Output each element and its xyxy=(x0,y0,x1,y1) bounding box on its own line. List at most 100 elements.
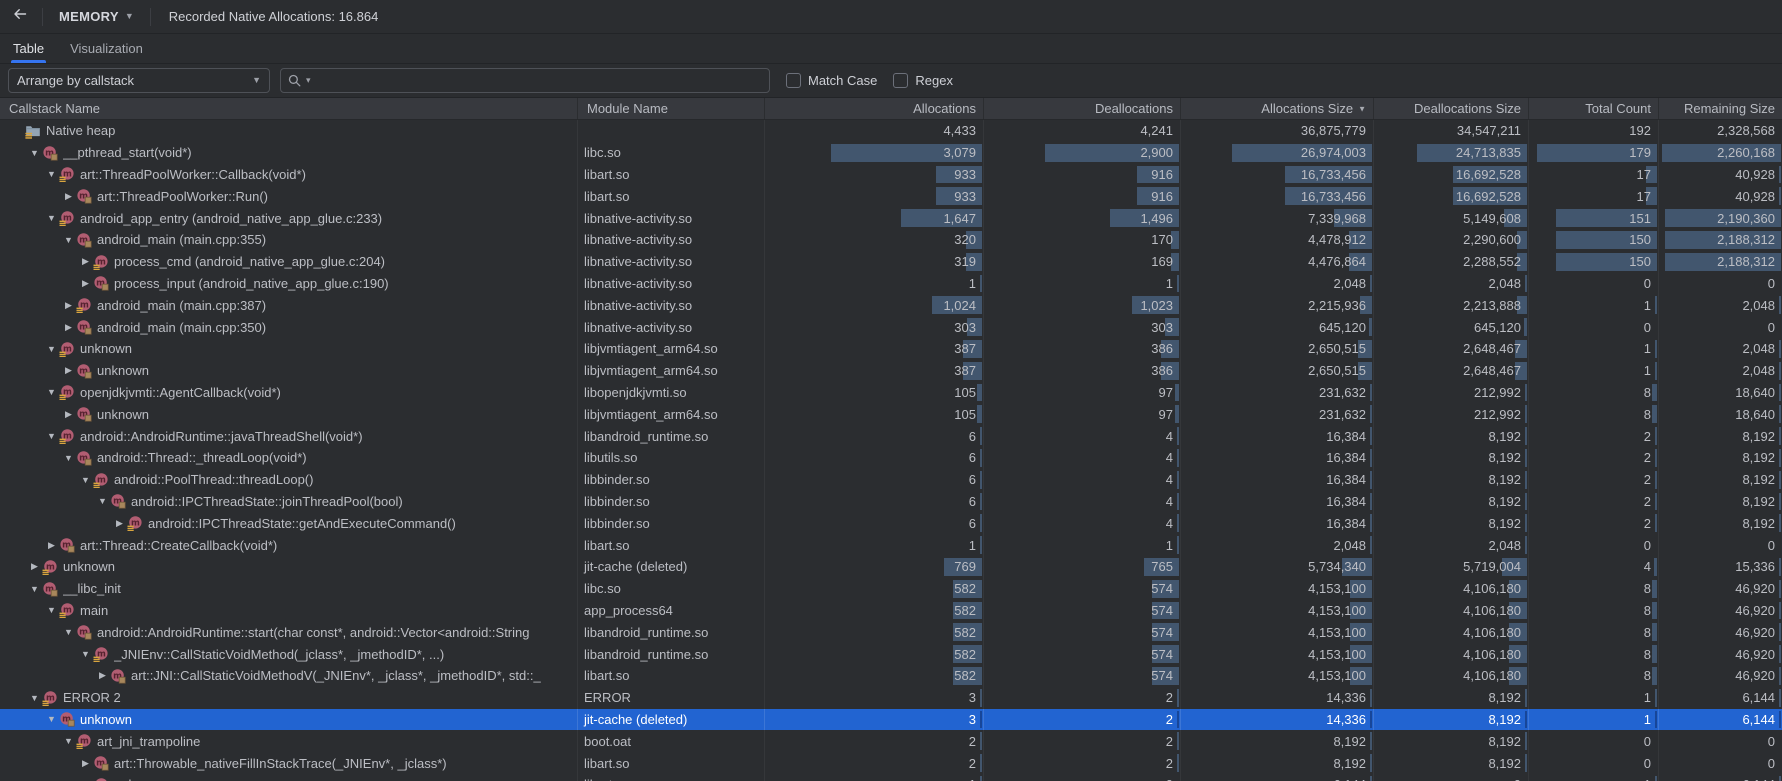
table-row[interactable]: ▶ m art::Throwable_nativeFillInStackTrace(… xyxy=(0,752,1782,774)
value-cell: 320 xyxy=(765,228,984,251)
collapse-arrow-icon[interactable]: ▼ xyxy=(81,649,90,660)
value-bar xyxy=(936,187,982,206)
module-name-cell: libjvmtiagent_arm64.so xyxy=(578,403,765,426)
expand-arrow-icon[interactable]: ▶ xyxy=(31,561,38,572)
column-header-deallocations[interactable]: Deallocations xyxy=(984,98,1181,119)
table-row[interactable]: ▼ m __libc_init libc.so 582 574 4,153,100 4,106… xyxy=(0,577,1782,600)
expand-arrow-icon[interactable]: ▶ xyxy=(116,517,123,528)
expand-arrow-icon[interactable]: ▶ xyxy=(82,277,89,288)
collapse-arrow-icon[interactable]: ▼ xyxy=(30,692,39,703)
expand-arrow-icon[interactable]: ▶ xyxy=(65,190,72,201)
table-row[interactable]: ▼ m _JNIEnv::CallStaticVoidMethod(_jclass*… xyxy=(0,643,1782,665)
collapse-arrow-icon[interactable]: ▼ xyxy=(78,780,93,781)
collapse-arrow-icon[interactable]: ▼ xyxy=(64,627,73,638)
back-button[interactable] xyxy=(6,4,34,30)
expand-arrow-icon[interactable]: ▶ xyxy=(82,256,89,267)
expand-arrow-icon[interactable]: ▶ xyxy=(48,539,55,550)
expand-arrow-icon[interactable]: ▶ xyxy=(82,757,89,768)
session-selector-dropdown[interactable]: MEMORY ▼ xyxy=(51,4,142,30)
table-row[interactable]: ▶ m android_main (main.cpp:350) libnative-a… xyxy=(0,316,1782,338)
table-row[interactable]: ▶ m art::Thread::CreateCallback(void*) liba… xyxy=(0,534,1782,556)
table-row[interactable]: ▼ m main app_process64 582 574 4,153,100 4,106,… xyxy=(0,599,1782,622)
collapse-arrow-icon[interactable]: ▼ xyxy=(64,736,73,747)
collapse-arrow-icon[interactable]: ▼ xyxy=(64,234,73,245)
table-row[interactable]: ▼ m art_jni_trampoline boot.oat 2 2 8,192 8,192… xyxy=(0,730,1782,753)
expand-arrow-icon[interactable]: ▶ xyxy=(65,408,72,419)
table-row[interactable]: ▼ m android_app_entry (android_native_app_… xyxy=(0,207,1782,229)
table-row[interactable]: ▼ m art::ThreadPoolWorker::Callback(void*)… xyxy=(0,163,1782,186)
collapse-arrow-icon[interactable]: ▼ xyxy=(47,605,56,616)
table-row[interactable]: ▼ m __pthread_start(void*) libc.so 3,079 2,90… xyxy=(0,141,1782,164)
expand-arrow-icon[interactable]: ▶ xyxy=(99,670,106,681)
column-header-total-count[interactable]: Total Count xyxy=(1529,98,1659,119)
expand-arrow-icon[interactable]: ▶ xyxy=(65,365,72,376)
collapse-arrow-icon[interactable]: ▼ xyxy=(47,387,56,398)
module-name-cell: jit-cache (deleted) xyxy=(578,708,765,731)
table-row[interactable]: ▼munknownlibart.so106,144016,144 xyxy=(0,773,1782,781)
collapse-arrow-icon[interactable]: ▼ xyxy=(47,213,56,224)
table-row[interactable]: ▶ m process_input (android_native_app_glue… xyxy=(0,272,1782,295)
collapse-arrow-icon[interactable]: ▼ xyxy=(64,452,73,463)
table-row[interactable]: ▼ m android::PoolThread::threadLoop() libbi… xyxy=(0,468,1782,491)
arrange-by-dropdown[interactable]: Arrange by callstack ▼ xyxy=(8,68,270,93)
table-row[interactable]: ▼ m android::IPCThreadState::joinThreadPoo… xyxy=(0,490,1782,513)
expand-arrow-icon[interactable]: ▶ xyxy=(65,299,72,310)
value-bar xyxy=(1651,666,1657,685)
value-cell: 8,192 xyxy=(1374,752,1529,774)
value-bar xyxy=(1778,579,1781,598)
value-cell: 2,290,600 xyxy=(1374,228,1529,251)
match-case-checkbox[interactable]: Match Case xyxy=(786,73,877,88)
table-row[interactable]: Native heap 4,433 4,241 36,875,779 34,547,21… xyxy=(0,120,1782,142)
table-row[interactable]: ▼ m ERROR 2 ERROR 3 2 14,336 8,192 1 6,144 xyxy=(0,686,1782,709)
table-row[interactable]: ▶ m unknown libjvmtiagent_arm64.so 387 386 2,6… xyxy=(0,359,1782,382)
table-row[interactable]: ▼ m android_main (main.cpp:355) libnative-a… xyxy=(0,228,1782,251)
search-input[interactable] xyxy=(316,72,763,89)
value-cell: 582 xyxy=(765,664,984,687)
column-header-allocations-size[interactable]: Allocations Size ▼ xyxy=(1181,98,1374,119)
value-bar xyxy=(1370,732,1372,751)
collapse-arrow-icon[interactable]: ▼ xyxy=(30,147,39,158)
table-row[interactable]: ▶ m process_cmd (android_native_app_glue.c… xyxy=(0,250,1782,273)
value-bar xyxy=(1655,775,1657,781)
table-row[interactable]: ▶ m android_main (main.cpp:387) libnative-a… xyxy=(0,294,1782,317)
table-row[interactable]: ▶ m unknown jit-cache (deleted) 769 765 5,734,… xyxy=(0,555,1782,578)
table-row[interactable]: ▼ m openjdkjvmti::AgentCallback(void*) libo… xyxy=(0,381,1782,404)
value-cell: 0 xyxy=(1529,752,1659,774)
table-row[interactable]: ▶ m unknown libjvmtiagent_arm64.so 105 97 231,… xyxy=(0,403,1782,426)
value-cell: 0 xyxy=(1767,319,1775,335)
value-bar xyxy=(1655,492,1657,511)
value-cell: 4,153,100 xyxy=(1181,621,1374,644)
callstack-cell: ▼ m android::IPCThreadState::joinThreadPoo… xyxy=(0,490,578,513)
collapse-arrow-icon[interactable]: ▼ xyxy=(47,169,56,180)
table-row[interactable]: ▼ m android::AndroidRuntime::start(char co… xyxy=(0,621,1782,644)
collapse-arrow-icon[interactable]: ▼ xyxy=(30,583,39,594)
tab-visualization[interactable]: Visualization xyxy=(70,41,143,56)
table-row[interactable]: ▶ m art::JNI::CallStaticVoidMethodV(_JNIEn… xyxy=(0,664,1782,687)
column-header-callstack-name[interactable]: Callstack Name xyxy=(0,98,578,119)
expand-arrow-icon[interactable]: ▶ xyxy=(65,321,72,332)
value-bar xyxy=(1779,514,1781,533)
table-row[interactable]: ▼ m android::AndroidRuntime::javaThreadShe… xyxy=(0,425,1782,447)
column-header-module-name[interactable]: Module Name xyxy=(578,98,765,119)
column-header-deallocations-size[interactable]: Deallocations Size xyxy=(1374,98,1529,119)
value-cell: 18,640 xyxy=(1659,382,1782,404)
callstack-name: art_jni_trampoline xyxy=(97,733,201,749)
method-icon: m xyxy=(59,537,75,553)
regex-checkbox[interactable]: Regex xyxy=(893,73,953,88)
collapse-arrow-icon[interactable]: ▼ xyxy=(98,496,107,507)
collapse-arrow-icon[interactable]: ▼ xyxy=(47,343,56,354)
collapse-arrow-icon[interactable]: ▼ xyxy=(47,714,56,725)
table-row[interactable]: ▶ m android::IPCThreadState::getAndExecute… xyxy=(0,512,1782,535)
value-bar xyxy=(1177,470,1179,489)
table-row[interactable]: ▶ m art::ThreadPoolWorker::Run() libart.so 9… xyxy=(0,185,1782,208)
collapse-arrow-icon[interactable]: ▼ xyxy=(47,431,56,442)
search-field[interactable]: ▾ xyxy=(280,68,770,93)
column-header-allocations[interactable]: Allocations xyxy=(765,98,984,119)
table-row-selected[interactable]: ▼ m unknown jit-cache (deleted) 3 2 14,336 8,19… xyxy=(0,708,1782,731)
column-header-remaining-size[interactable]: Remaining Size xyxy=(1683,101,1775,116)
table-row[interactable]: ▼ m unknown libjvmtiagent_arm64.so 387 386 2,6… xyxy=(0,337,1782,360)
collapse-arrow-icon[interactable]: ▼ xyxy=(81,474,90,485)
table-row[interactable]: ▼ m android::Thread::_threadLoop(void*) lib… xyxy=(0,446,1782,469)
tab-table[interactable]: Table xyxy=(10,34,47,63)
value-cell: 40,928 xyxy=(1659,164,1782,186)
